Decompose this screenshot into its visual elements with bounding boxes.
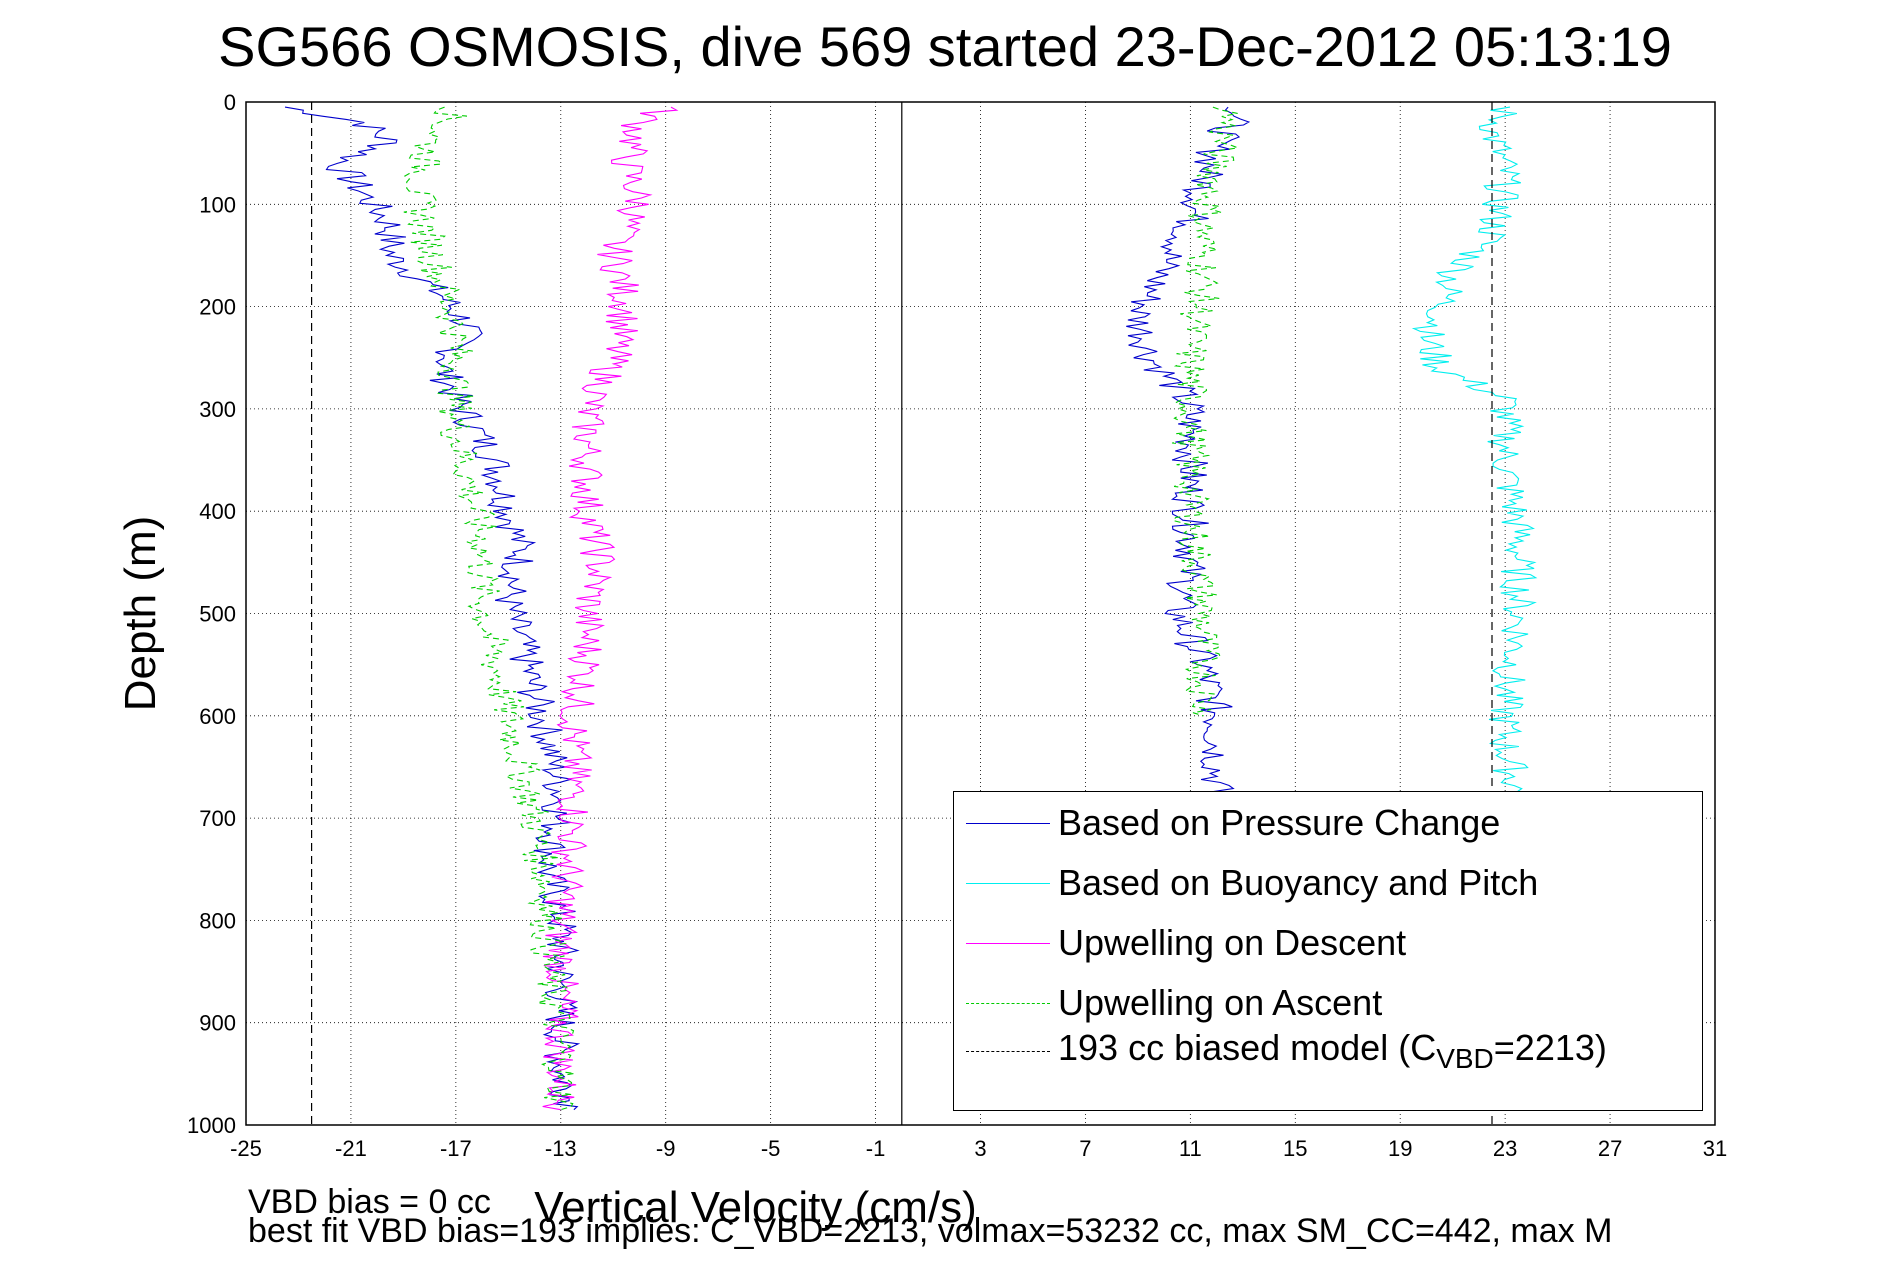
y-tick-label: 100 <box>199 192 236 217</box>
y-tick-label: 600 <box>199 704 236 729</box>
chart-title: SG566 OSMOSIS, dive 569 started 23-Dec-2… <box>218 15 1672 78</box>
legend-label: Based on Pressure Change <box>1058 802 1501 843</box>
plot-frame <box>245 101 1716 1126</box>
legend-model-pre: 193 cc biased model (C <box>1058 1026 1437 1068</box>
x-tick-label: -17 <box>440 1136 472 1161</box>
y-tick-label: 200 <box>199 295 236 320</box>
series-line-3-segment-1 <box>542 106 679 1111</box>
x-tick-label: 3 <box>974 1136 986 1161</box>
x-tick-label: 11 <box>1179 1136 1202 1161</box>
legend-swatch <box>966 1002 1050 1004</box>
series-line-1-segment-1 <box>284 106 581 1111</box>
series-line-2-segment-1 <box>1411 106 1538 799</box>
legend-swatch <box>966 882 1050 884</box>
y-tick-label: 400 <box>199 499 236 524</box>
legend-item-buoyancy: Based on Buoyancy and Pitch <box>966 861 1538 905</box>
legend-swatch <box>966 942 1050 944</box>
x-tick-label: 27 <box>1598 1136 1622 1161</box>
series-line-4-segment-1 <box>403 106 575 1111</box>
legend-label: Upwelling on Descent <box>1058 922 1407 963</box>
legend-label: Based on Buoyancy and Pitch <box>1058 862 1539 903</box>
legend-model-sub: VBD <box>1436 1043 1494 1075</box>
best-fit-note: best fit VBD bias=193 implies: C_VBD=221… <box>248 1212 1613 1250</box>
series-line-1-segment-2 <box>1126 106 1251 798</box>
x-axis-label: Vertical Velocity (cm/s) <box>534 1183 977 1232</box>
x-tick-label: -21 <box>335 1136 367 1161</box>
legend: Based on Pressure Change Based on Buoyan… <box>953 791 1703 1111</box>
legend-item-ascent: Upwelling on Ascent <box>966 981 1382 1025</box>
x-tick-label: -13 <box>545 1136 577 1161</box>
legend-item-model: 193 cc biased model (CVBD=2213) <box>966 1027 1607 1075</box>
x-tick-label: -1 <box>866 1136 886 1161</box>
legend-swatch <box>966 822 1050 824</box>
series-line-4-segment-2 <box>1171 106 1240 717</box>
y-axis-label: Depth (m) <box>116 516 165 712</box>
y-tick-label: 1000 <box>187 1113 236 1138</box>
y-tick-label: 500 <box>199 602 236 627</box>
legend-label: Upwelling on Ascent <box>1058 982 1383 1023</box>
x-tick-label: -25 <box>230 1136 262 1161</box>
x-tick-label: -9 <box>656 1136 676 1161</box>
x-tick-label: 7 <box>1079 1136 1091 1161</box>
legend-item-descent: Upwelling on Descent <box>966 921 1406 965</box>
legend-swatch <box>966 1050 1050 1052</box>
x-tick-label: 19 <box>1388 1136 1412 1161</box>
x-tick-label: 15 <box>1283 1136 1307 1161</box>
x-tick-label: 23 <box>1493 1136 1517 1161</box>
y-tick-label: 0 <box>224 90 236 115</box>
y-tick-label: 700 <box>199 806 236 831</box>
vbd-bias-note: VBD bias = 0 cc <box>248 1183 491 1221</box>
x-tick-label: 31 <box>1703 1136 1727 1161</box>
legend-model-post: =2213) <box>1493 1026 1607 1068</box>
y-tick-label: 300 <box>199 397 236 422</box>
tick-labels: -25 -21 -17 -13 -9 -5 -1 3 7 11 15 19 23 27 3101002003… <box>187 90 1727 1161</box>
x-tick-label: -5 <box>761 1136 781 1161</box>
y-tick-label: 900 <box>199 1011 236 1036</box>
legend-item-pressure: Based on Pressure Change <box>966 801 1500 845</box>
legend-label: 193 cc biased model (CVBD=2213) <box>1058 1027 1607 1075</box>
y-tick-label: 800 <box>199 908 236 933</box>
